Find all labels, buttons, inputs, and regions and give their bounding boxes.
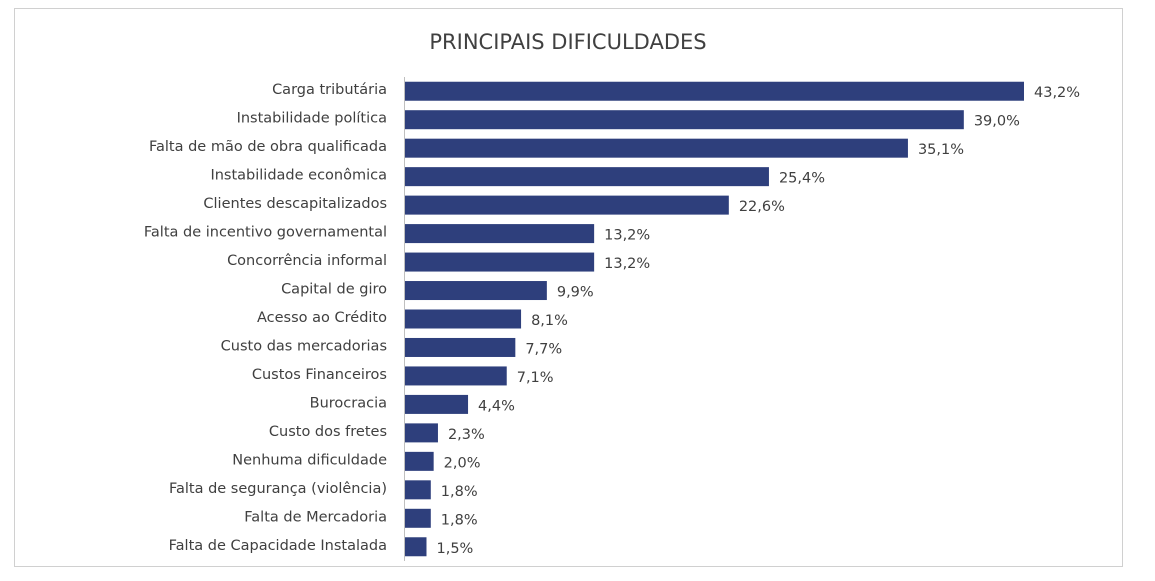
bar (405, 480, 431, 500)
bar (405, 394, 469, 414)
bar (405, 309, 522, 329)
bar (405, 537, 427, 557)
category-label: Falta de mão de obra qualificada (149, 139, 387, 155)
chart-frame (14, 8, 1123, 567)
category-label: Falta de segurança (violência) (169, 481, 387, 497)
category-label: Instabilidade econômica (210, 168, 387, 184)
bar (405, 508, 431, 528)
bar (405, 110, 964, 130)
value-label: 4,4% (478, 398, 515, 414)
value-label: 35,1% (918, 142, 964, 158)
category-label: Clientes descapitalizados (203, 196, 387, 212)
category-label: Falta de Capacidade Instalada (169, 538, 387, 554)
value-label: 13,2% (604, 256, 650, 272)
value-label: 7,1% (517, 370, 554, 386)
bar (405, 281, 547, 301)
bar (405, 81, 1024, 101)
category-label: Concorrência informal (227, 253, 387, 269)
bar (405, 224, 595, 244)
value-label: 2,3% (448, 427, 485, 443)
category-label: Acesso ao Crédito (257, 310, 387, 326)
chart-title: PRINCIPAIS DIFICULDADES (429, 30, 706, 54)
bar (405, 167, 769, 187)
category-label: Capital de giro (281, 282, 387, 298)
category-label: Custo dos fretes (269, 424, 387, 440)
category-label: Instabilidade política (237, 111, 387, 127)
value-label: 2,0% (444, 455, 481, 471)
bar (405, 252, 595, 272)
bar (405, 195, 729, 215)
value-label: 22,6% (739, 199, 785, 215)
value-label: 25,4% (779, 171, 825, 187)
category-label: Carga tributária (272, 82, 387, 98)
bar (405, 423, 438, 443)
value-label: 1,8% (441, 484, 478, 500)
value-label: 9,9% (557, 285, 594, 301)
category-label: Burocracia (310, 395, 387, 411)
value-label: 8,1% (531, 313, 568, 329)
bar (405, 337, 516, 357)
value-label: 1,5% (436, 541, 473, 557)
value-label: 13,2% (604, 228, 650, 244)
bar (405, 138, 908, 158)
category-label: Custos Financeiros (252, 367, 387, 383)
value-label: 7,7% (525, 341, 562, 357)
bar (405, 366, 507, 386)
category-label: Falta de Mercadoria (244, 509, 387, 525)
category-label: Nenhuma dificuldade (232, 452, 387, 468)
value-label: 43,2% (1034, 85, 1080, 101)
value-label: 39,0% (974, 114, 1020, 130)
category-label: Falta de incentivo governamental (144, 225, 387, 241)
category-label: Custo das mercadorias (221, 338, 387, 354)
value-label: 1,8% (441, 512, 478, 528)
bar (405, 451, 434, 471)
